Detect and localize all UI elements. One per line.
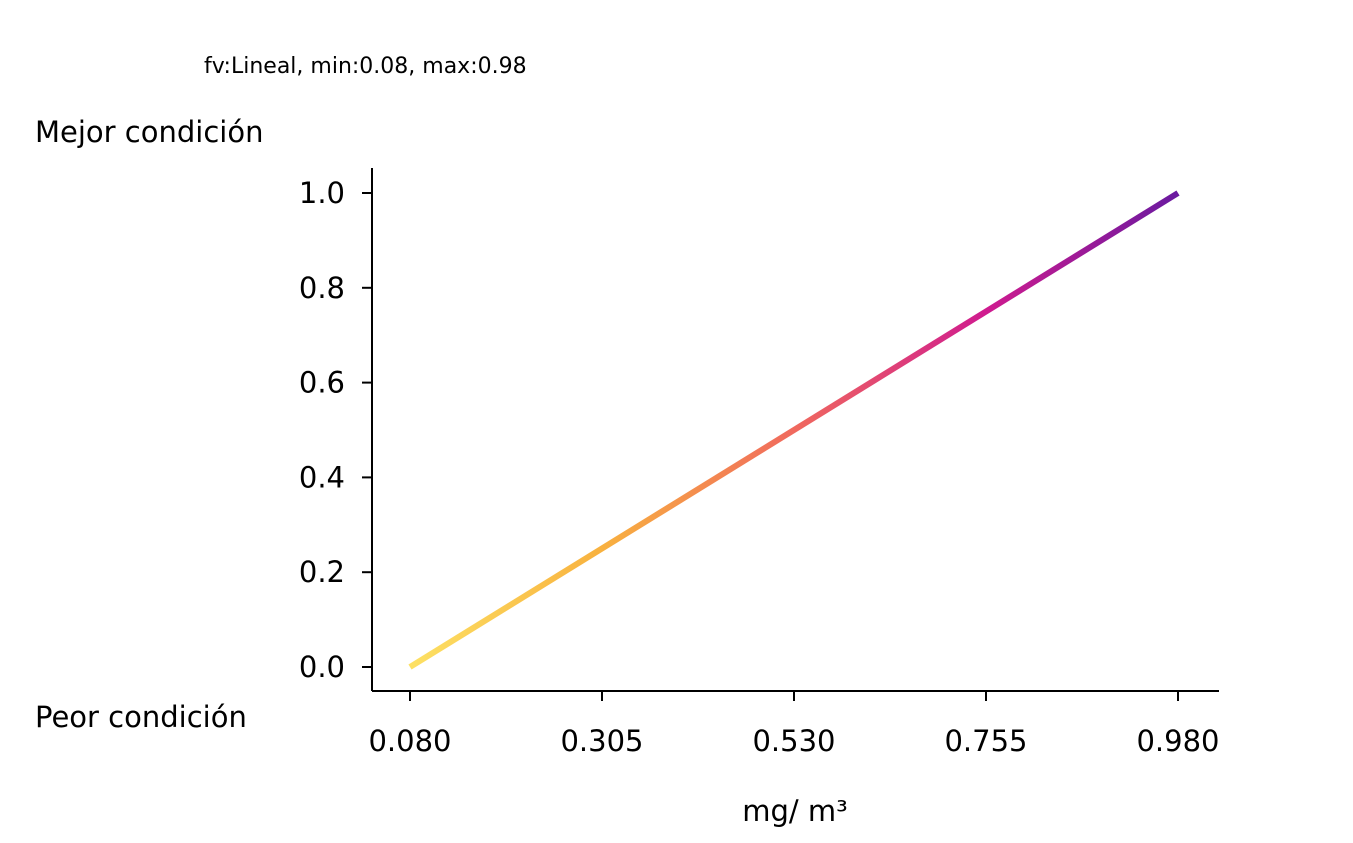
- x-tick-label: 0.980: [1136, 724, 1219, 758]
- x-tick-label: 0.305: [560, 724, 643, 758]
- y-ticks: 0.0 0.2 0.4 0.6 0.8 1.0: [299, 176, 372, 684]
- series-line: [408, 190, 1180, 670]
- x-tick-label: 0.755: [944, 724, 1027, 758]
- chart-title: fv:Lineal, min:0.08, max:0.98: [204, 54, 527, 79]
- best-condition-label: Mejor condición: [35, 115, 263, 149]
- y-tick-label: 0.0: [299, 650, 345, 684]
- y-tick-label: 0.4: [299, 460, 345, 494]
- x-tick-label: 0.530: [752, 724, 835, 758]
- worst-condition-label: Peor condición: [35, 700, 247, 734]
- x-axis-label: mg/ m³: [742, 794, 848, 828]
- x-ticks: 0.080 0.305 0.530 0.755 0.980: [368, 691, 1220, 758]
- x-tick-label: 0.080: [368, 724, 451, 758]
- y-tick-label: 0.6: [299, 366, 345, 400]
- plot-area: [408, 190, 1180, 670]
- y-tick-label: 0.2: [299, 555, 345, 589]
- y-tick-label: 0.8: [299, 271, 345, 305]
- y-tick-label: 1.0: [299, 176, 345, 210]
